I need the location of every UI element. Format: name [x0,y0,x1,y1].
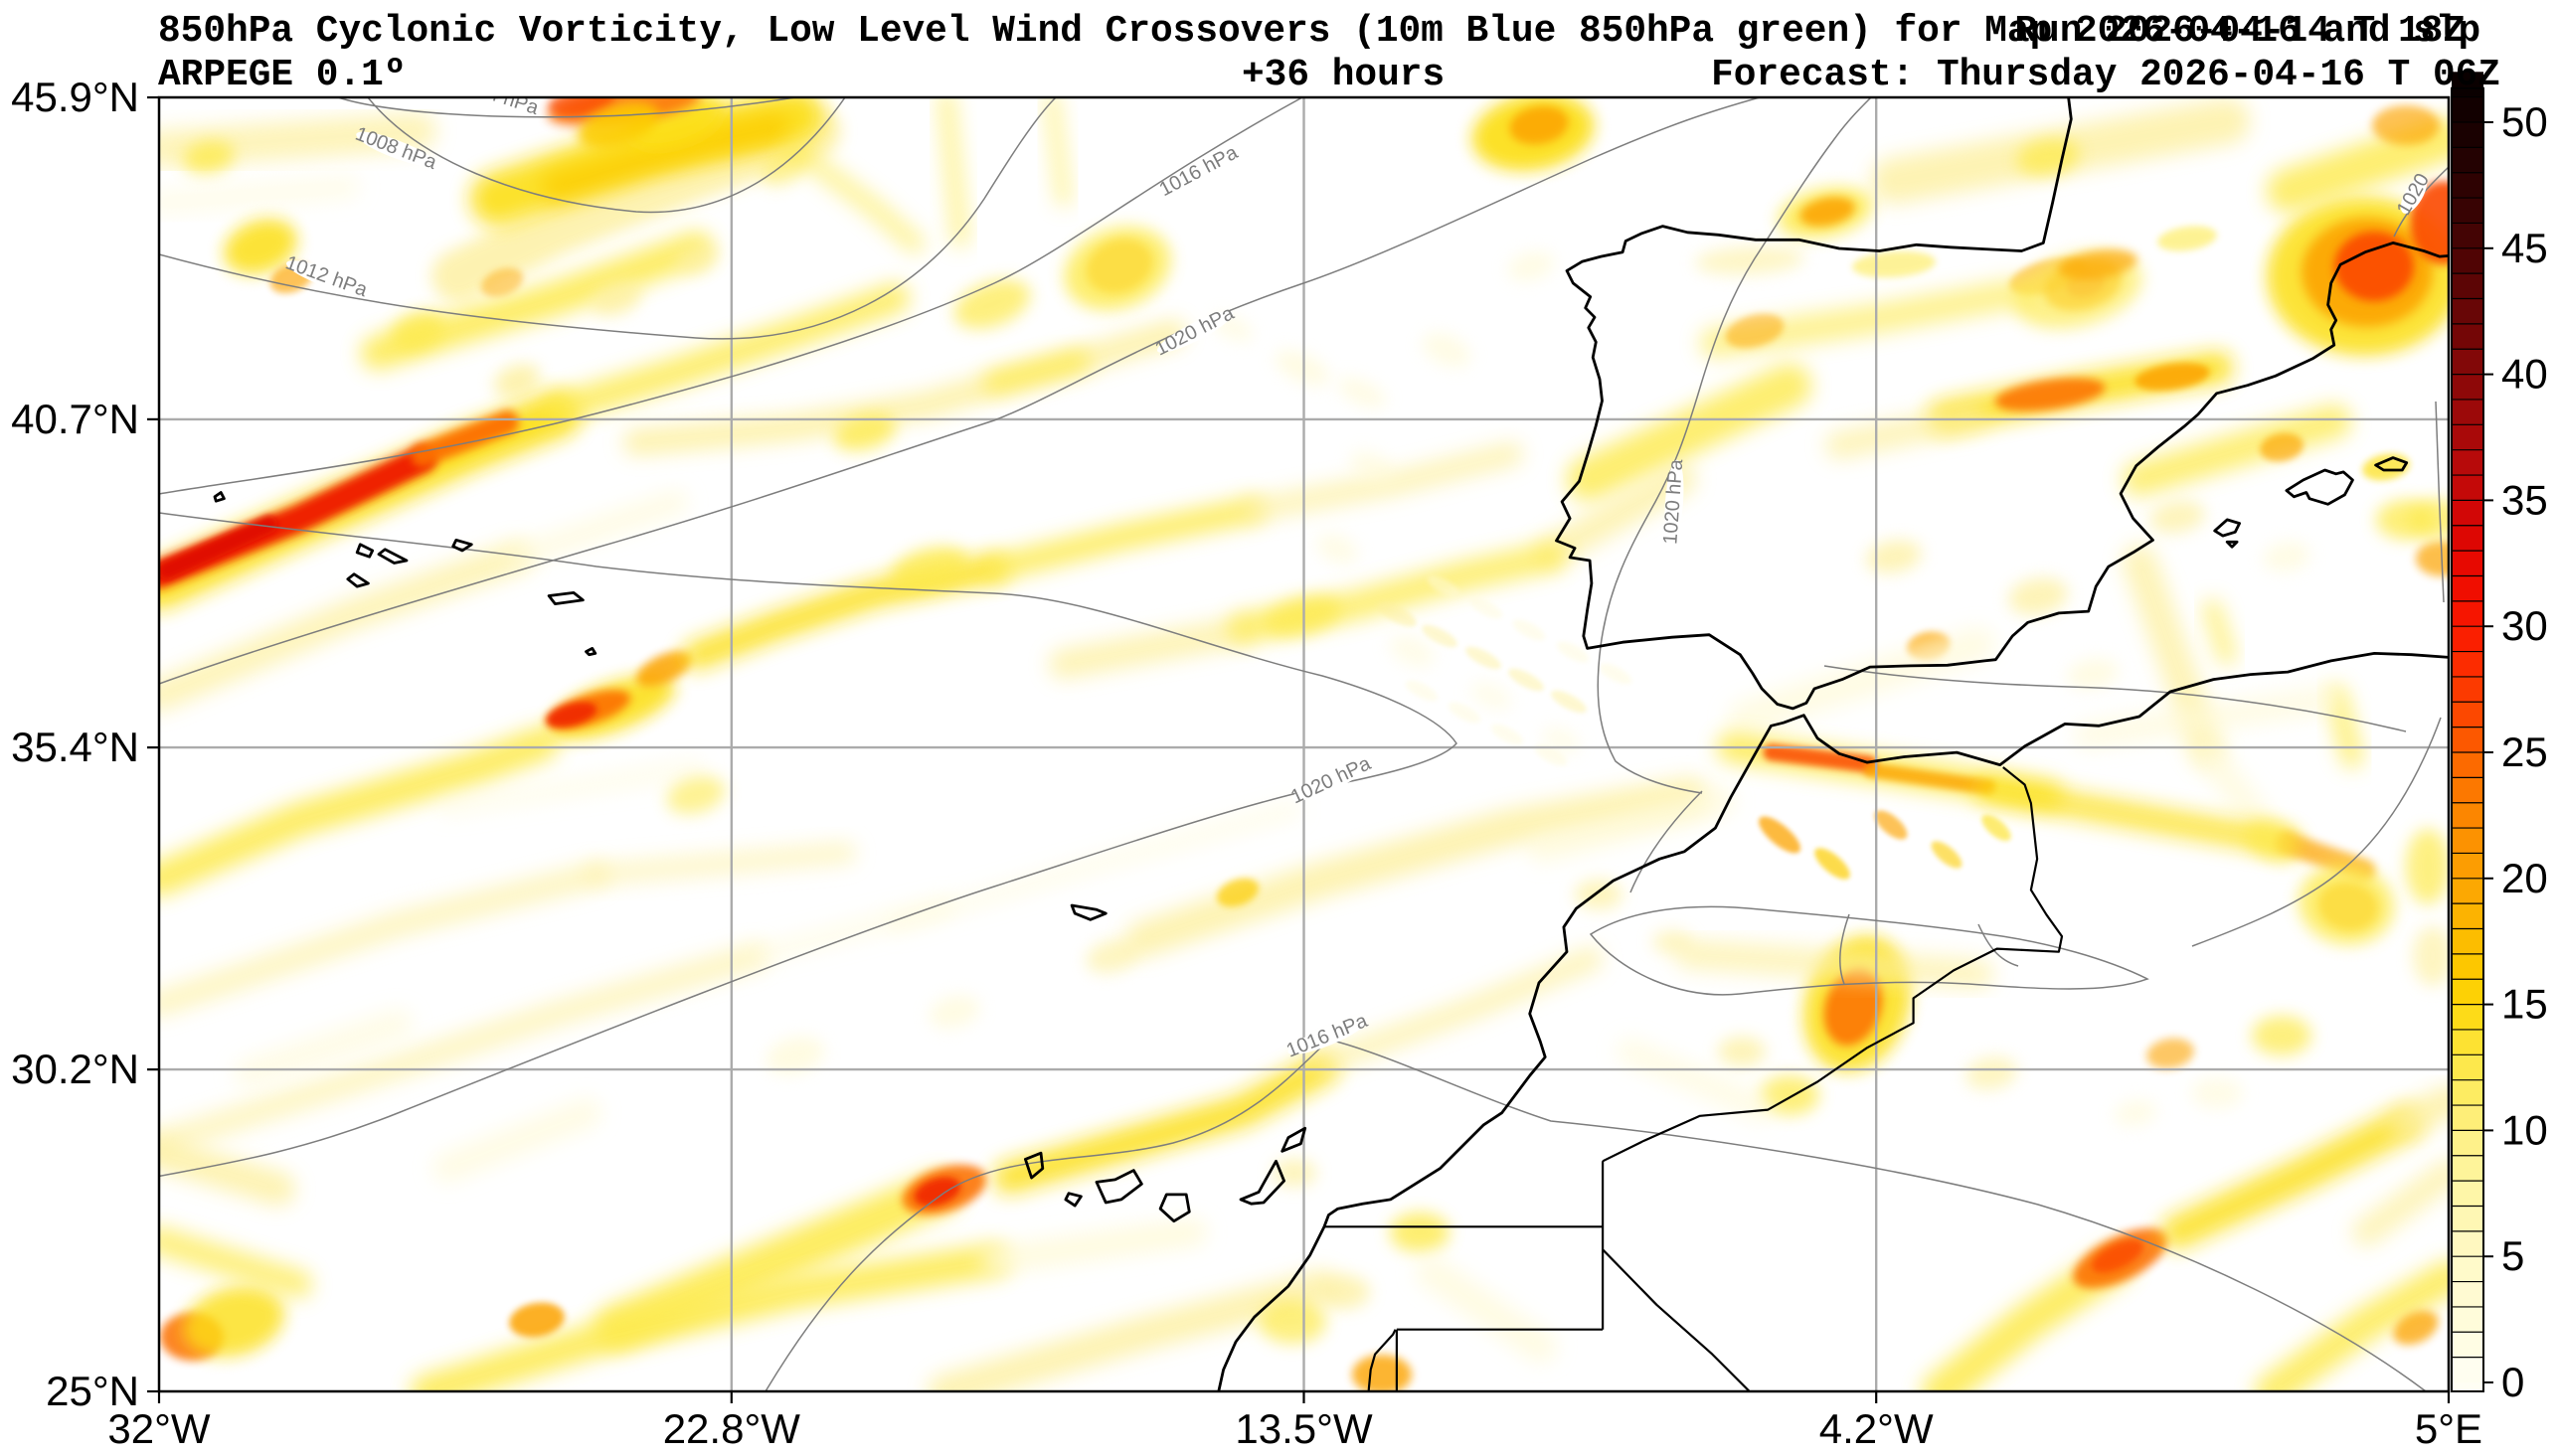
svg-text:Run 2026-04-14 T 18Z: Run 2026-04-14 T 18Z [2014,11,2466,53]
svg-text:Forecast: Thursday 2026-04-16: Forecast: Thursday 2026-04-16 T 06Z [1711,55,2500,96]
svg-text:13.5°W: 13.5°W [1235,1405,1373,1452]
svg-text:30.2°N: 30.2°N [11,1046,139,1092]
svg-text:15: 15 [2501,981,2548,1028]
svg-text:32°W: 32°W [107,1405,211,1452]
svg-text:30: 30 [2501,602,2548,649]
svg-text:35: 35 [2501,476,2548,523]
svg-text:40.7°N: 40.7°N [11,396,139,442]
svg-text:45.9°N: 45.9°N [11,74,139,120]
svg-text:5: 5 [2501,1232,2524,1279]
svg-text:50: 50 [2501,98,2548,145]
svg-text:20: 20 [2501,855,2548,901]
svg-text:ARPEGE 0.1º: ARPEGE 0.1º [158,55,407,96]
svg-text:+36 hours: +36 hours [1242,55,1445,96]
svg-text:45: 45 [2501,225,2548,271]
svg-text:850hPa Cyclonic Vorticity, Low: 850hPa Cyclonic Vorticity, Low Level Win… [158,11,2480,53]
svg-text:22.8°W: 22.8°W [663,1405,801,1452]
svg-text:4.2°W: 4.2°W [1819,1405,1934,1452]
svg-text:0: 0 [2501,1359,2524,1405]
svg-text:35.4°N: 35.4°N [11,724,139,770]
svg-text:5°E: 5°E [2415,1405,2482,1452]
svg-text:25°N: 25°N [46,1368,139,1414]
svg-text:10: 10 [2501,1106,2548,1153]
svg-text:25: 25 [2501,728,2548,775]
svg-text:40: 40 [2501,351,2548,398]
